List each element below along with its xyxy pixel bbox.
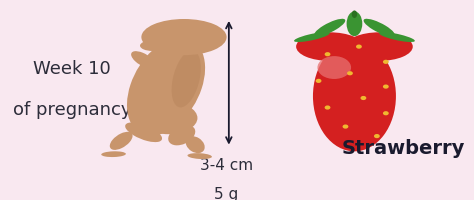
Ellipse shape — [325, 53, 330, 57]
Ellipse shape — [318, 57, 351, 80]
Ellipse shape — [168, 125, 195, 146]
Ellipse shape — [325, 106, 330, 110]
Ellipse shape — [316, 79, 321, 84]
Text: Strawberry: Strawberry — [342, 138, 465, 157]
Ellipse shape — [127, 38, 205, 136]
Ellipse shape — [139, 102, 198, 135]
Ellipse shape — [313, 42, 396, 152]
Ellipse shape — [343, 125, 348, 129]
Circle shape — [140, 41, 165, 52]
Ellipse shape — [383, 60, 389, 65]
Ellipse shape — [172, 51, 201, 108]
Circle shape — [346, 33, 413, 62]
Ellipse shape — [188, 153, 212, 159]
Text: of pregnancy: of pregnancy — [13, 101, 131, 119]
Text: Week 10: Week 10 — [33, 59, 111, 77]
Ellipse shape — [356, 45, 362, 49]
Ellipse shape — [361, 96, 366, 101]
Ellipse shape — [352, 11, 357, 19]
Text: 5 g: 5 g — [214, 186, 239, 200]
Ellipse shape — [314, 20, 346, 37]
Ellipse shape — [125, 123, 162, 142]
Ellipse shape — [383, 85, 389, 89]
Ellipse shape — [186, 137, 205, 153]
Ellipse shape — [294, 33, 329, 43]
Ellipse shape — [383, 112, 389, 116]
Circle shape — [141, 20, 227, 56]
Ellipse shape — [101, 152, 126, 157]
Ellipse shape — [131, 52, 156, 69]
Text: 3-4 cm: 3-4 cm — [200, 157, 253, 172]
Ellipse shape — [374, 134, 380, 138]
Ellipse shape — [347, 72, 353, 76]
Ellipse shape — [110, 132, 133, 150]
Ellipse shape — [162, 51, 189, 64]
Ellipse shape — [379, 33, 415, 43]
Ellipse shape — [346, 12, 362, 37]
Circle shape — [296, 33, 364, 62]
Ellipse shape — [364, 20, 395, 37]
